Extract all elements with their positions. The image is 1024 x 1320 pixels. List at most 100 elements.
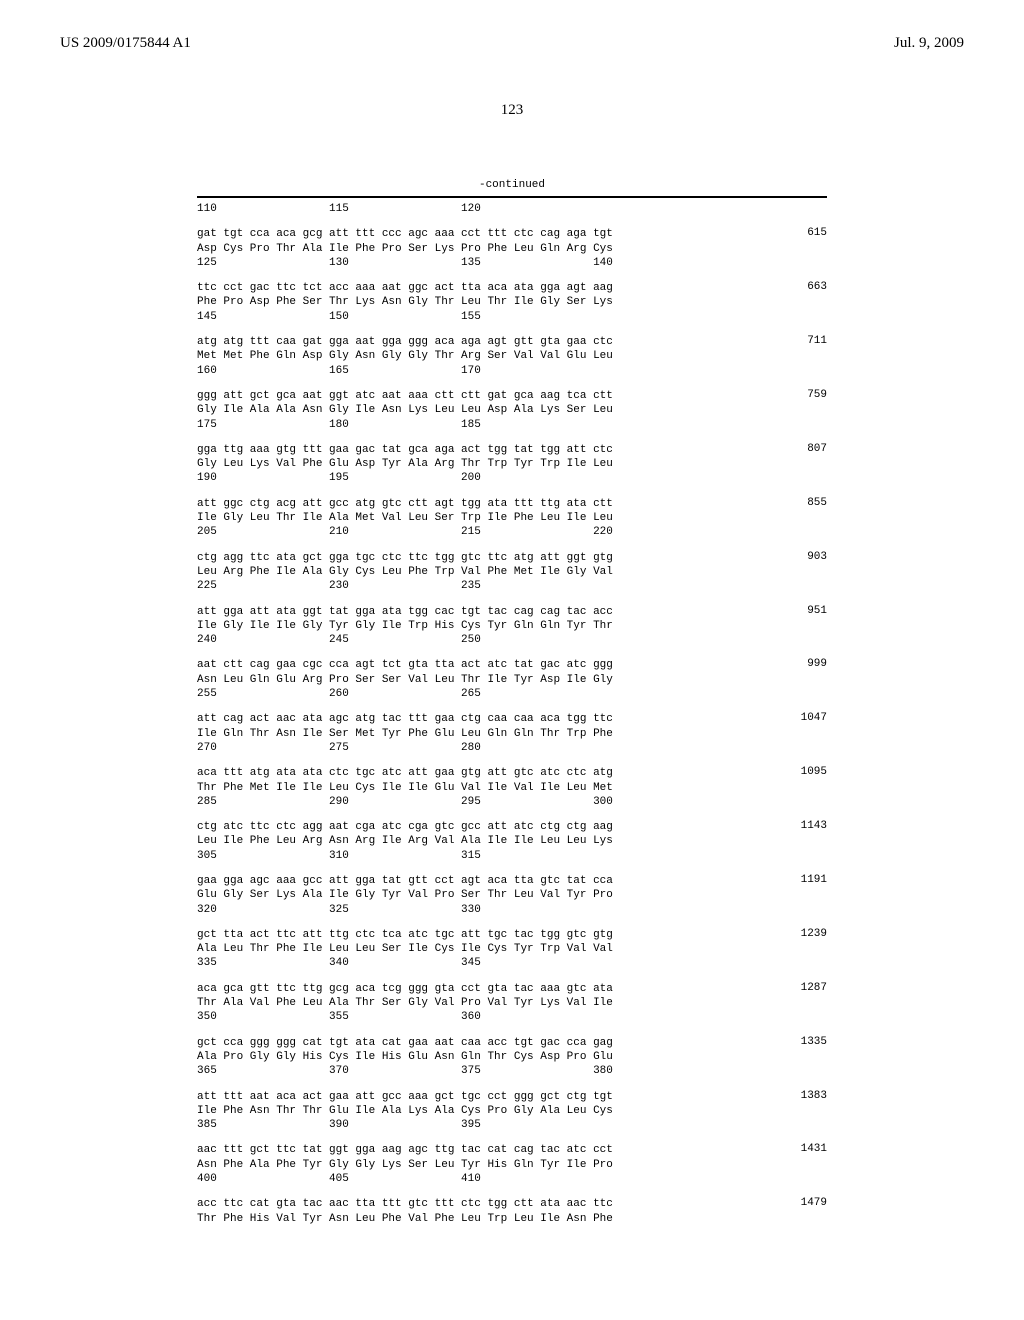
publication-date: Jul. 9, 2009	[894, 35, 964, 52]
first-position-line: 110 115 120	[197, 202, 827, 216]
sequence-position-number: 1191	[777, 874, 827, 886]
nucleotide-row: gct cca ggg ggg cat tgt ata cat gaa aat …	[197, 1036, 827, 1050]
sequence-block: att ggc ctg acg att gcc atg gtc ctt agt …	[197, 497, 827, 540]
position-markers: 205 210 215 220	[197, 525, 827, 539]
nucleotide-row: att gga att ata ggt tat gga ata tgg cac …	[197, 605, 827, 619]
sequence-position-number: 855	[777, 497, 827, 509]
amino-acid-sequence: Thr Ala Val Phe Leu Ala Thr Ser Gly Val …	[197, 996, 827, 1010]
sequence-position-number: 1143	[777, 820, 827, 832]
position-markers: 255 260 265	[197, 687, 827, 701]
nucleotide-sequence: aca ttt atg ata ata ctc tgc atc att gaa …	[197, 766, 777, 780]
sequence-block: ggg att gct gca aat ggt atc aat aaa ctt …	[197, 389, 827, 432]
nucleotide-row: att ttt aat aca act gaa att gcc aaa gct …	[197, 1090, 827, 1104]
amino-acid-sequence: Ala Pro Gly Gly His Cys Ile His Glu Asn …	[197, 1050, 827, 1064]
nucleotide-sequence: att cag act aac ata agc atg tac ttt gaa …	[197, 712, 777, 726]
nucleotide-sequence: atg atg ttt caa gat gga aat gga ggg aca …	[197, 335, 777, 349]
position-markers: 175 180 185	[197, 418, 827, 432]
sequence-position-number: 1287	[777, 982, 827, 994]
sequence-block: ctg agg ttc ata gct gga tgc ctc ttc tgg …	[197, 551, 827, 594]
sequence-position-number: 1431	[777, 1143, 827, 1155]
position-markers: 335 340 345	[197, 956, 827, 970]
nucleotide-row: gat tgt cca aca gcg att ttt ccc agc aaa …	[197, 227, 827, 241]
nucleotide-row: ctg agg ttc ata gct gga tgc ctc ttc tgg …	[197, 551, 827, 565]
nucleotide-sequence: aca gca gtt ttc ttg gcg aca tcg ggg gta …	[197, 982, 777, 996]
sequence-position-number: 759	[777, 389, 827, 401]
position-markers: 400 405 410	[197, 1172, 827, 1186]
sequence-block: gat tgt cca aca gcg att ttt ccc agc aaa …	[197, 227, 827, 270]
sequence-block: aac ttt gct ttc tat ggt gga aag agc ttg …	[197, 1143, 827, 1186]
nucleotide-sequence: ctg agg ttc ata gct gga tgc ctc ttc tgg …	[197, 551, 777, 565]
position-markers: 160 165 170	[197, 364, 827, 378]
sequence-block: gga ttg aaa gtg ttt gaa gac tat gca aga …	[197, 443, 827, 486]
sequence-block: ctg atc ttc ctc agg aat cga atc cga gtc …	[197, 820, 827, 863]
nucleotide-row: ctg atc ttc ctc agg aat cga atc cga gtc …	[197, 820, 827, 834]
header: US 2009/0175844 A1 Jul. 9, 2009	[60, 35, 964, 52]
nucleotide-sequence: acc ttc cat gta tac aac tta ttt gtc ttt …	[197, 1197, 777, 1211]
amino-acid-sequence: Ala Leu Thr Phe Ile Leu Leu Ser Ile Cys …	[197, 942, 827, 956]
sequence-position-number: 1239	[777, 928, 827, 940]
nucleotide-sequence: gaa gga agc aaa gcc att gga tat gtt cct …	[197, 874, 777, 888]
nucleotide-sequence: gat tgt cca aca gcg att ttt ccc agc aaa …	[197, 227, 777, 241]
sequence-block: ttc cct gac ttc tct acc aaa aat ggc act …	[197, 281, 827, 324]
position-markers: 225 230 235	[197, 579, 827, 593]
sequence-position-number: 1479	[777, 1197, 827, 1209]
nucleotide-row: gga ttg aaa gtg ttt gaa gac tat gca aga …	[197, 443, 827, 457]
sequence-block: att ttt aat aca act gaa att gcc aaa gct …	[197, 1090, 827, 1133]
sequence-position-number: 951	[777, 605, 827, 617]
position-markers: 145 150 155	[197, 310, 827, 324]
sequence-position-number: 1335	[777, 1036, 827, 1048]
nucleotide-sequence: ttc cct gac ttc tct acc aaa aat ggc act …	[197, 281, 777, 295]
amino-acid-sequence: Leu Arg Phe Ile Ala Gly Cys Leu Phe Trp …	[197, 565, 827, 579]
nucleotide-row: aac ttt gct ttc tat ggt gga aag agc ttg …	[197, 1143, 827, 1157]
nucleotide-row: gaa gga agc aaa gcc att gga tat gtt cct …	[197, 874, 827, 888]
sequence-block: gct tta act ttc att ttg ctc tca atc tgc …	[197, 928, 827, 971]
nucleotide-sequence: att ggc ctg acg att gcc atg gtc ctt agt …	[197, 497, 777, 511]
sequence-position-number: 999	[777, 658, 827, 670]
position-markers: 365 370 375 380	[197, 1064, 827, 1078]
nucleotide-sequence: aac ttt gct ttc tat ggt gga aag agc ttg …	[197, 1143, 777, 1157]
nucleotide-row: att cag act aac ata agc atg tac ttt gaa …	[197, 712, 827, 726]
continued-label: -continued	[60, 179, 964, 191]
sequence-block: aca gca gtt ttc ttg gcg aca tcg ggg gta …	[197, 982, 827, 1025]
sequence-block: gaa gga agc aaa gcc att gga tat gtt cct …	[197, 874, 827, 917]
page-container: US 2009/0175844 A1 Jul. 9, 2009 123 -con…	[0, 0, 1024, 1320]
sequence-position-number: 903	[777, 551, 827, 563]
nucleotide-row: aat ctt cag gaa cgc cca agt tct gta tta …	[197, 658, 827, 672]
sequence-position-number: 1095	[777, 766, 827, 778]
amino-acid-sequence: Asn Phe Ala Phe Tyr Gly Gly Lys Ser Leu …	[197, 1158, 827, 1172]
amino-acid-sequence: Gly Leu Lys Val Phe Glu Asp Tyr Ala Arg …	[197, 457, 827, 471]
position-markers: 385 390 395	[197, 1118, 827, 1132]
nucleotide-sequence: gct tta act ttc att ttg ctc tca atc tgc …	[197, 928, 777, 942]
position-markers: 350 355 360	[197, 1010, 827, 1024]
amino-acid-sequence: Ile Gln Thr Asn Ile Ser Met Tyr Phe Glu …	[197, 727, 827, 741]
nucleotide-sequence: att gga att ata ggt tat gga ata tgg cac …	[197, 605, 777, 619]
sequence-block: att cag act aac ata agc atg tac ttt gaa …	[197, 712, 827, 755]
position-markers: 270 275 280	[197, 741, 827, 755]
nucleotide-sequence: aat ctt cag gaa cgc cca agt tct gta tta …	[197, 658, 777, 672]
amino-acid-sequence: Phe Pro Asp Phe Ser Thr Lys Asn Gly Thr …	[197, 295, 827, 309]
position-markers: 240 245 250	[197, 633, 827, 647]
sequence-position-number: 807	[777, 443, 827, 455]
nucleotide-row: gct tta act ttc att ttg ctc tca atc tgc …	[197, 928, 827, 942]
amino-acid-sequence: Asp Cys Pro Thr Ala Ile Phe Pro Ser Lys …	[197, 242, 827, 256]
nucleotide-sequence: att ttt aat aca act gaa att gcc aaa gct …	[197, 1090, 777, 1104]
nucleotide-row: ggg att gct gca aat ggt atc aat aaa ctt …	[197, 389, 827, 403]
position-markers: 190 195 200	[197, 471, 827, 485]
amino-acid-sequence: Gly Ile Ala Ala Asn Gly Ile Asn Lys Leu …	[197, 403, 827, 417]
nucleotide-sequence: ctg atc ttc ctc agg aat cga atc cga gtc …	[197, 820, 777, 834]
position-markers: 125 130 135 140	[197, 256, 827, 270]
nucleotide-row: acc ttc cat gta tac aac tta ttt gtc ttt …	[197, 1197, 827, 1211]
position-markers: 305 310 315	[197, 849, 827, 863]
nucleotide-row: atg atg ttt caa gat gga aat gga ggg aca …	[197, 335, 827, 349]
nucleotide-row: att ggc ctg acg att gcc atg gtc ctt agt …	[197, 497, 827, 511]
nucleotide-sequence: gga ttg aaa gtg ttt gaa gac tat gca aga …	[197, 443, 777, 457]
amino-acid-sequence: Leu Ile Phe Leu Arg Asn Arg Ile Arg Val …	[197, 834, 827, 848]
sequence-block: gct cca ggg ggg cat tgt ata cat gaa aat …	[197, 1036, 827, 1079]
sequence-blocks: gat tgt cca aca gcg att ttt ccc agc aaa …	[197, 227, 827, 1226]
sequence-block: att gga att ata ggt tat gga ata tgg cac …	[197, 605, 827, 648]
sequence-position-number: 1383	[777, 1090, 827, 1102]
amino-acid-sequence: Ile Gly Ile Ile Gly Tyr Gly Ile Trp His …	[197, 619, 827, 633]
sequence-block: aca ttt atg ata ata ctc tgc atc att gaa …	[197, 766, 827, 809]
nucleotide-row: aca gca gtt ttc ttg gcg aca tcg ggg gta …	[197, 982, 827, 996]
page-number: 123	[60, 102, 964, 119]
